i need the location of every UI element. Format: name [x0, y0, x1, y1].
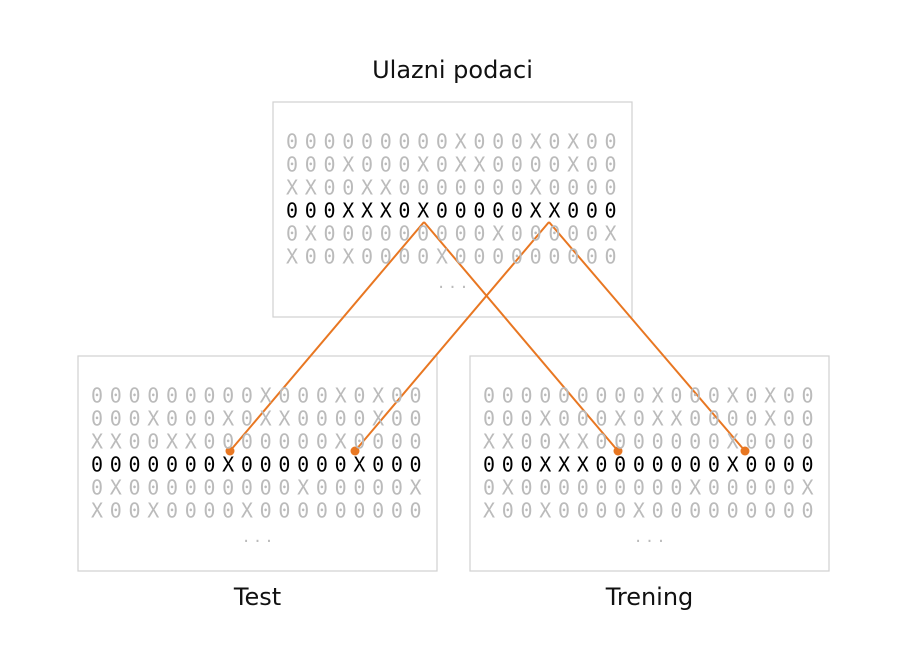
box-title: Trening: [605, 583, 694, 611]
box: [272, 101, 633, 318]
ellipsis: · · ·: [243, 531, 272, 552]
connector: [354, 221, 550, 452]
box: [77, 355, 438, 572]
dot: [225, 446, 235, 456]
ellipsis: · · ·: [635, 531, 664, 552]
box-title: Ulazni podaci: [372, 56, 533, 84]
connector: [548, 221, 746, 452]
box: [469, 355, 830, 572]
dot: [740, 446, 750, 456]
ellipsis: · · ·: [438, 277, 467, 298]
box-title: Test: [233, 583, 281, 611]
connector: [229, 221, 425, 452]
dot: [350, 446, 360, 456]
dot: [613, 446, 623, 456]
connector: [423, 221, 619, 452]
